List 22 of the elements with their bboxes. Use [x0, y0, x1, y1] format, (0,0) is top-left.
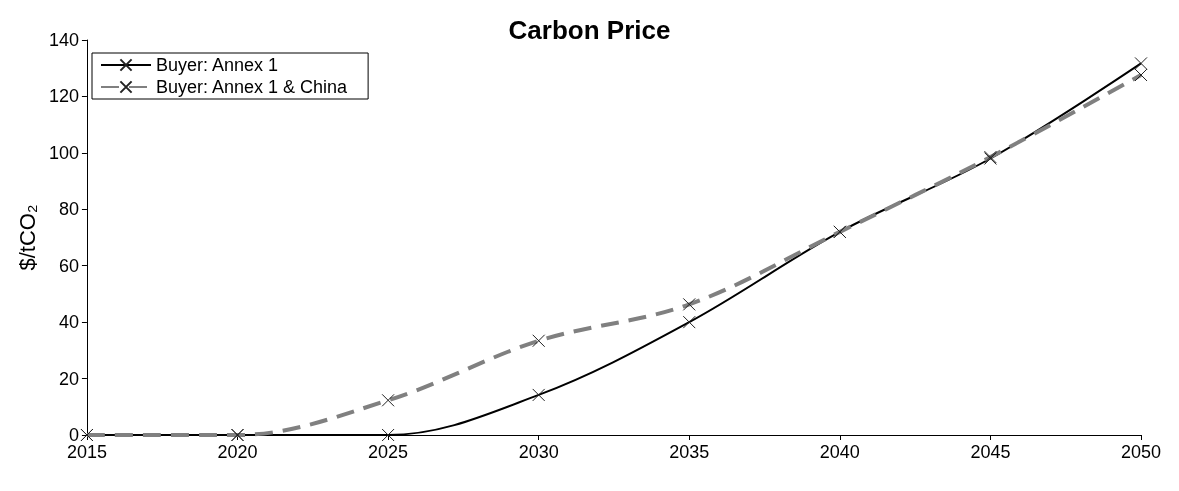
x-tick-label: 2045	[970, 442, 1011, 462]
point	[532, 388, 546, 402]
x-tick-label: 2050	[1120, 442, 1162, 462]
y-tick-label: 80	[58, 199, 79, 220]
legend-label: Buyer: Annex 1	[156, 55, 279, 75]
y-axis-title: $/tCO₂	[14, 204, 40, 271]
y-tick-label: 120	[48, 86, 79, 107]
y-tick-label: 20	[58, 368, 79, 389]
y-tick-label: 140	[48, 30, 79, 50]
legend-label: Buyer: Annex 1 & China	[156, 77, 349, 97]
y-tick-label: 60	[58, 255, 79, 276]
x-tick-label: 2030	[518, 442, 559, 462]
point	[682, 315, 696, 329]
x-tick-label: 2020	[217, 442, 258, 462]
y-tick-label: 40	[58, 312, 79, 333]
y-tick-label: 100	[48, 142, 79, 163]
x-tick-label: 2015	[66, 442, 107, 462]
y-tick-label: 0	[68, 425, 79, 445]
x-tick-label: 2035	[669, 442, 710, 462]
x-tick-label: 2040	[819, 442, 860, 462]
chart-title: Carbon Price	[508, 15, 671, 45]
x-tick-label: 2025	[368, 442, 409, 462]
